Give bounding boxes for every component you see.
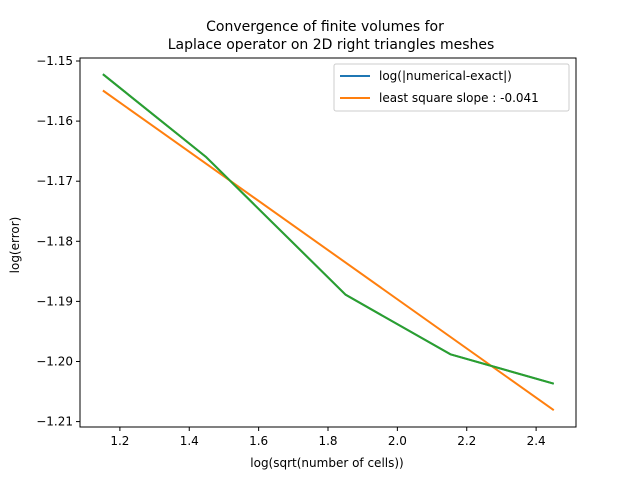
y-tick-label-1: −1.16 xyxy=(36,114,73,128)
series-line-0 xyxy=(102,73,555,385)
plot-area: 1.2 1.4 1.6 1.8 2.0 2.2 2.4 −1.15 −1.16 −1.17 −1.1… xyxy=(36,54,577,448)
x-tick-label-4: 2.0 xyxy=(388,434,407,448)
y-tick-label-0: −1.15 xyxy=(36,54,73,68)
y-tick-label-3: −1.18 xyxy=(36,234,73,248)
x-axis-label: log(sqrt(number of cells)) xyxy=(250,456,403,470)
chart-title-line-2: Laplace operator on 2D right triangles m… xyxy=(168,37,495,53)
x-tick-label-3: 1.8 xyxy=(318,434,337,448)
x-tick-label-1: 1.4 xyxy=(180,434,199,448)
legend-label-least-square: least square slope : -0.041 xyxy=(379,91,539,105)
plot-frame xyxy=(79,57,577,428)
y-tick-label-6: −1.21 xyxy=(36,415,73,429)
legend-label-numerical: log(|numerical-exact|) xyxy=(379,69,512,83)
x-tick-label-5: 2.2 xyxy=(457,434,476,448)
series-line-1 xyxy=(102,89,555,412)
y-tick-label-2: −1.17 xyxy=(36,174,73,188)
x-tick-label-2: 1.6 xyxy=(249,434,268,448)
legend: log(|numerical-exact|) least square slop… xyxy=(333,63,570,112)
x-tick-label-0: 1.2 xyxy=(110,434,129,448)
series-line-2 xyxy=(102,73,555,385)
chart-title-line-1: Convergence of finite volumes for xyxy=(206,19,444,35)
y-tick-label-4: −1.19 xyxy=(36,294,73,308)
y-axis-label: log(error) xyxy=(8,217,22,274)
x-tick-label-6: 2.4 xyxy=(527,434,546,448)
y-tick-label-5: −1.20 xyxy=(36,354,73,368)
legend-box xyxy=(333,63,570,112)
